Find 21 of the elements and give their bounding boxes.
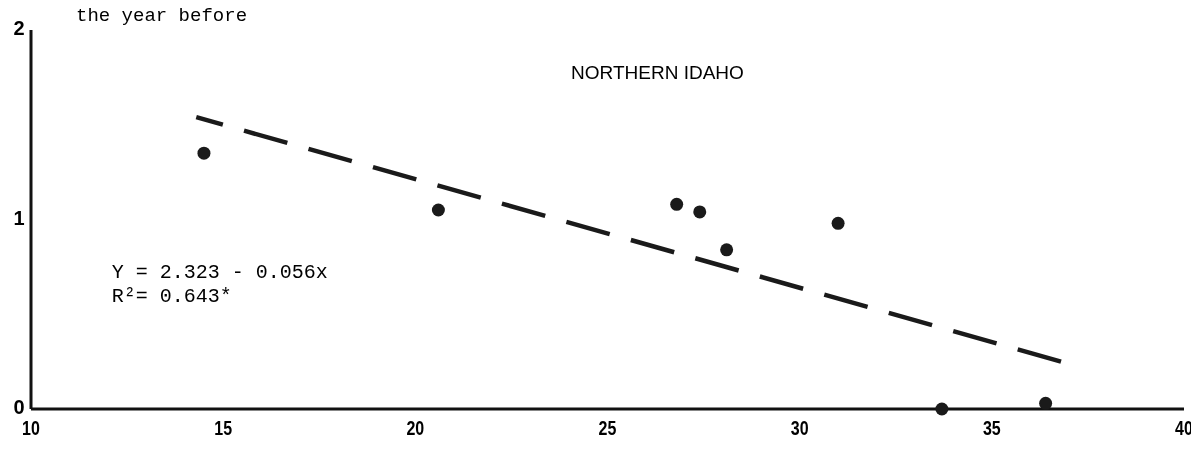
- point: [935, 402, 949, 416]
- x-tick-label: 35: [982, 417, 1001, 440]
- annotation: Y = 2.323 - 0.056x: [111, 261, 328, 285]
- x-tick-label: 10: [22, 417, 40, 440]
- annotation: R²= 0.643*: [111, 285, 232, 309]
- point: [831, 216, 845, 230]
- y-tick-label: 0: [13, 396, 25, 418]
- y-axis-title: the year before: [76, 5, 248, 27]
- point: [197, 146, 211, 160]
- point: [693, 205, 707, 219]
- x-tick-label: 20: [406, 417, 425, 440]
- point: [1039, 396, 1053, 410]
- x-tick-label: 30: [790, 417, 809, 440]
- x-tick-label: 15: [214, 417, 233, 440]
- y-tick-label: 1: [13, 206, 25, 229]
- point: [670, 197, 684, 211]
- point: [431, 203, 445, 217]
- y-tick-label: 2: [13, 17, 25, 39]
- x-tick-label: 25: [598, 417, 617, 440]
- point: [720, 243, 734, 257]
- text: NORTHERN IDAHO: [571, 62, 744, 83]
